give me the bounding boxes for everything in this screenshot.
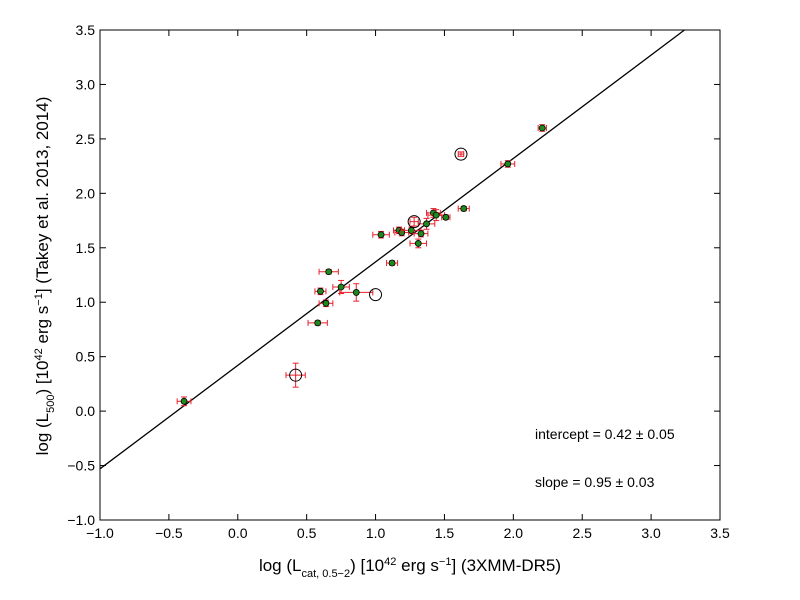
x-tick-label: 2.5	[572, 525, 592, 541]
point-marker	[423, 220, 430, 228]
point-marker	[407, 226, 415, 234]
y-tick-label: 2.0	[76, 185, 96, 201]
x-tick-label: 3.0	[641, 525, 661, 541]
data-point	[386, 259, 399, 267]
point-marker	[504, 160, 512, 168]
y-tick-label: −0.5	[67, 458, 95, 474]
data-point	[409, 238, 428, 249]
data-point	[339, 283, 374, 302]
point-marker	[432, 211, 440, 219]
y-tick-label: 1.5	[76, 240, 96, 256]
point-marker	[322, 299, 330, 307]
point-marker	[442, 213, 450, 221]
data-point	[537, 124, 547, 132]
data-point	[500, 160, 516, 168]
data-point	[318, 268, 339, 276]
x-tick-label: 1.5	[435, 525, 455, 541]
data-point	[176, 396, 192, 407]
x-tick-label: 0.5	[297, 525, 317, 541]
annotation-intercept: intercept = 0.42 ± 0.05	[535, 426, 675, 442]
data-point	[413, 229, 429, 238]
plot-area	[99, 29, 721, 521]
data-point	[457, 205, 470, 212]
x-tick-label: 0.0	[228, 525, 248, 541]
data-point	[332, 279, 350, 295]
x-tick-label: −1.0	[86, 525, 114, 541]
y-tick-label: 2.5	[76, 131, 96, 147]
x-tick-label: −0.5	[155, 525, 183, 541]
fit-line	[99, 29, 685, 470]
data-point	[307, 319, 328, 327]
y-tick-label: −1.0	[67, 512, 95, 528]
x-tick-label: 1.0	[366, 525, 386, 541]
outlier-marker	[289, 368, 303, 382]
x-tick-label: 2.0	[504, 525, 524, 541]
axis-ticks: −1.0 −0.5 0.0 0.5 1.0 1.5 2.0 2.5 3.0 3.5 −1.0 −0.5…	[67, 22, 730, 541]
annotation-slope: slope = 0.95 ± 0.03	[535, 474, 655, 490]
point-marker	[417, 230, 425, 238]
y-tick-label: 1.0	[76, 294, 96, 310]
outlier-marker	[369, 288, 383, 302]
point-marker	[317, 287, 324, 295]
point-marker	[538, 124, 546, 132]
point-marker	[352, 289, 360, 296]
data-point	[454, 147, 468, 161]
outlier-marker	[407, 215, 421, 229]
point-marker	[460, 205, 468, 212]
data-point	[285, 362, 306, 388]
point-marker	[377, 231, 385, 239]
point-marker	[314, 319, 322, 327]
point-marker	[414, 240, 422, 247]
point-marker	[325, 268, 333, 276]
data-point	[369, 288, 383, 302]
data-points	[176, 124, 547, 407]
y-axis-label: log (L500) [1042 erg s−1] (Takey et al. …	[33, 97, 57, 456]
data-point	[372, 230, 390, 239]
y-tick-label: 3.0	[76, 76, 96, 92]
x-axis-label: log (Lcat, 0.5−2) [1042 erg s−1] (3XMM-D…	[259, 556, 561, 580]
point-marker	[388, 259, 396, 267]
y-tick-label: 3.5	[76, 22, 96, 38]
y-tick-label: 0.0	[76, 403, 96, 419]
x-tick-label: 3.5	[710, 525, 730, 541]
point-marker	[180, 397, 188, 405]
data-point	[314, 287, 327, 296]
data-point	[417, 217, 436, 230]
data-point	[407, 215, 421, 229]
outlier-marker	[454, 147, 468, 161]
y-tick-label: 0.5	[76, 349, 96, 365]
fit-line-layer	[99, 29, 685, 470]
point-marker	[337, 283, 345, 291]
data-point	[318, 299, 334, 308]
data-point	[441, 213, 451, 221]
